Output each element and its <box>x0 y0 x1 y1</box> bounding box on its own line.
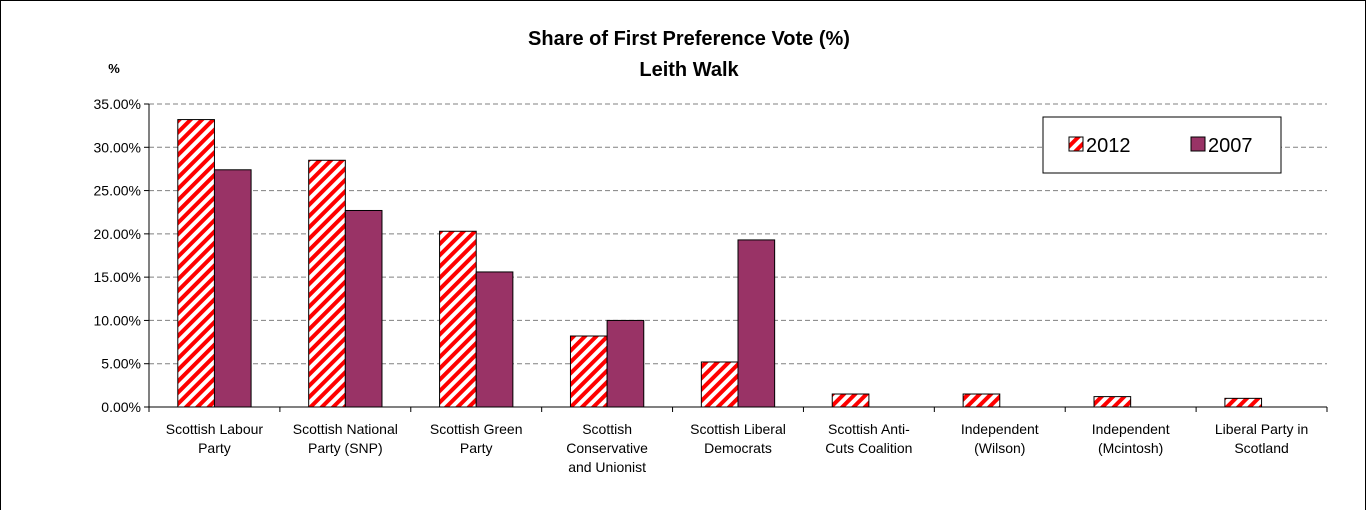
bar-2012-6 <box>962 393 1001 408</box>
y-tick-label: 30.00% <box>94 139 141 155</box>
y-tick-label: 35.00% <box>94 96 141 112</box>
bar-2007-1 <box>344 209 383 408</box>
bar-2012-8 <box>1224 397 1263 408</box>
bar-2012-3 <box>569 335 608 408</box>
x-category-label: Scottish Anti-Cuts Coalition <box>825 421 912 456</box>
legend-label-2007: 2007 <box>1208 135 1253 157</box>
bar-2012-5 <box>831 393 870 408</box>
legend: 2012 2007 <box>1042 116 1282 174</box>
bar-2007-2 <box>475 271 514 408</box>
bar-2012-1 <box>308 159 346 408</box>
y-tick-label: 10.00% <box>94 312 141 328</box>
y-tick-label: 15.00% <box>94 269 141 285</box>
bar-2012-7 <box>1093 396 1132 408</box>
axes: 0.00% 5.00% 10.00% 15.00% 20.00% 25.00% 30.00%… <box>94 96 1328 475</box>
legend-swatch-2012 <box>1068 136 1084 152</box>
x-category-label: Scottish Green Party <box>430 421 523 456</box>
y-tick-label: 25.00% <box>94 183 141 199</box>
x-category-label: Scottish Liberal Democrats <box>690 421 786 456</box>
x-category-label: Independent (Mcintosh) <box>1092 421 1170 456</box>
bar-2012-0 <box>177 119 215 408</box>
chart-subtitle: Leith Walk <box>639 59 739 81</box>
bar-2012-2 <box>439 230 477 408</box>
y-tick-label: 0.00% <box>101 399 141 415</box>
y-tick-label: 20.00% <box>94 226 141 242</box>
x-category-label: Scottish National Party (SNP) <box>293 421 398 456</box>
bars <box>177 119 1263 408</box>
legend-label-2012: 2012 <box>1086 135 1131 157</box>
y-tick-label: 5.00% <box>101 356 141 372</box>
x-category-label: Scottish Labour Party <box>166 421 264 456</box>
legend-swatch-2007 <box>1190 136 1206 152</box>
x-category-label: Liberal Party in Scotland <box>1215 421 1308 456</box>
x-category-label: Independent (Wilson) <box>961 421 1039 456</box>
bar-2007-3 <box>606 319 645 408</box>
chart-title: Share of First Preference Vote (%) <box>528 28 850 50</box>
x-category-label: Scottish Conservative and Unionist <box>566 421 648 475</box>
bar-2007-0 <box>213 169 252 408</box>
bar-2012-4 <box>700 361 739 408</box>
y-axis-label: % <box>108 61 120 76</box>
bar-2007-4 <box>737 239 776 408</box>
